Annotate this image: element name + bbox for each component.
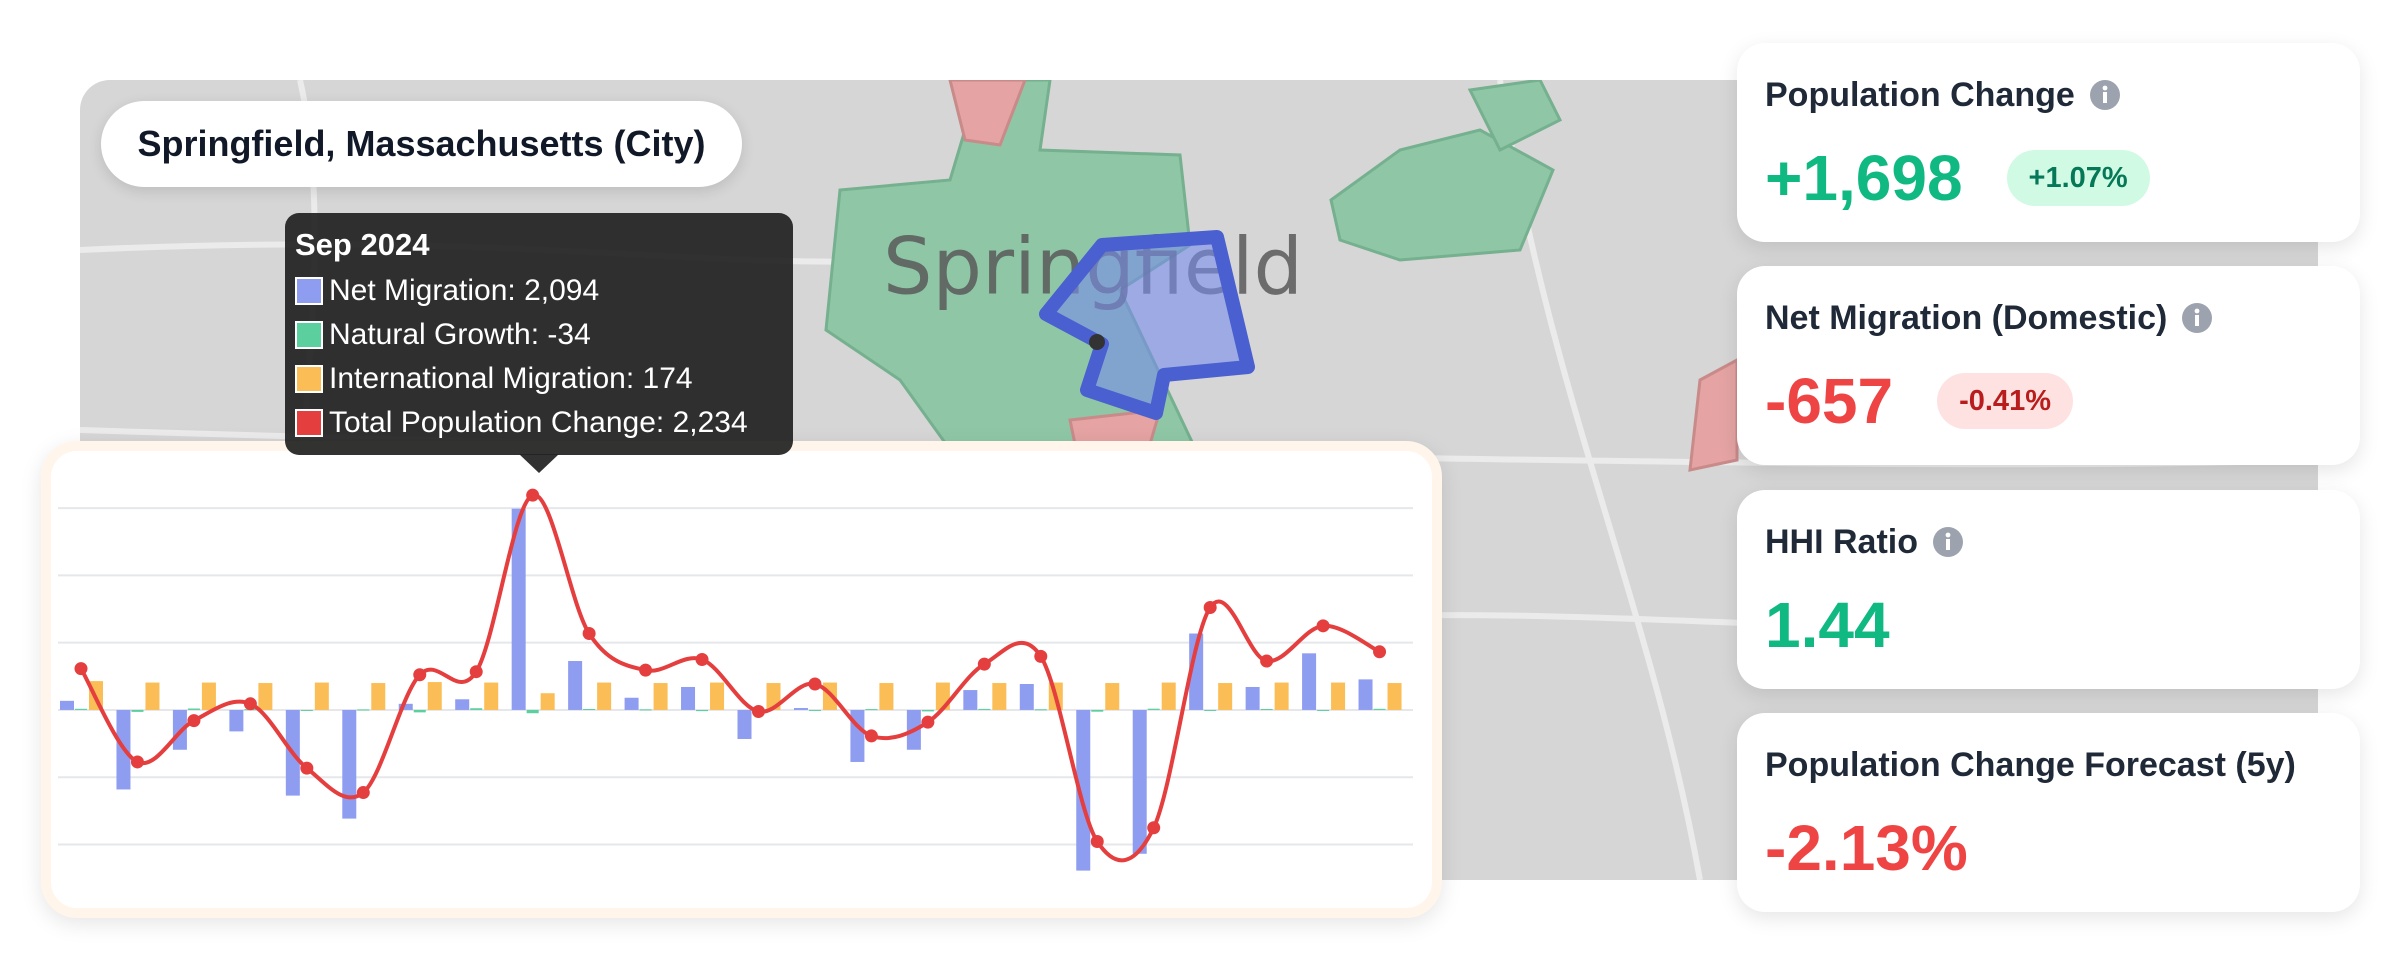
kpi-badge: -0.41% [1937, 373, 2073, 429]
kpi-row: -2.13% [1765, 808, 2332, 888]
city-marker [1089, 334, 1105, 350]
kpi-title: Net Migration (Domestic) [1765, 296, 2332, 340]
kpi-badge: +1.07% [2006, 150, 2150, 206]
kpi-row: -657 -0.41% [1765, 361, 2332, 441]
tooltip-item: Natural Growth: -34 [329, 318, 591, 351]
info-bar [2195, 315, 2200, 326]
tooltip-row: Net Migration: 2,094 [295, 269, 783, 313]
kpi-card: Net Migration (Domestic) -657 -0.41% [1737, 266, 2360, 465]
info-icon[interactable] [2181, 302, 2213, 334]
kpi-card: Population Change +1,698 +1.07% [1737, 43, 2360, 242]
tooltip-row: Natural Growth: -34 [295, 313, 783, 357]
info-icon[interactable] [2089, 79, 2121, 111]
swatch [295, 321, 323, 349]
selected-region[interactable] [1039, 230, 1255, 420]
kpi-row: +1,698 +1.07% [1765, 138, 2332, 218]
info-icon[interactable] [1932, 526, 1964, 558]
tooltip-item: Total Population Change: 2,234 [329, 406, 748, 439]
tooltip-title: Sep 2024 [295, 227, 430, 262]
kpi-title: Population Change Forecast (5y) [1765, 743, 2332, 787]
info-bar [1946, 539, 1950, 550]
kpi-card: Population Change Forecast (5y) -2.13% [1737, 713, 2360, 912]
tooltip-item: Net Migration: 2,094 [329, 274, 600, 307]
kpi-title-text: Population Change Forecast (5y) [1765, 745, 2296, 784]
kpi-value: 1.44 [1765, 589, 1890, 661]
region-red [948, 80, 1028, 147]
swatch [295, 277, 323, 305]
region-green [1329, 128, 1555, 262]
kpi-value: -657 [1765, 365, 1894, 437]
kpi-title: Population Change [1765, 73, 2332, 117]
info-dot [1945, 532, 1951, 538]
tooltip-item: International Migration: 174 [329, 362, 693, 395]
kpi-value: -2.13% [1765, 812, 1968, 884]
swatch [295, 409, 323, 437]
kpi-card: HHI Ratio 1.44 [1737, 490, 2360, 689]
kpi-value: +1,698 [1765, 142, 1963, 214]
kpi-title-text: HHI Ratio [1765, 522, 1918, 561]
region-red [1688, 357, 1739, 472]
kpi-title: HHI Ratio [1765, 520, 2332, 564]
swatch [295, 365, 323, 393]
kpi-row: 1.44 [1765, 585, 2332, 665]
info-dot [2102, 85, 2108, 91]
info-bar [2102, 92, 2107, 103]
tooltip-row: International Migration: 174 [295, 357, 783, 401]
kpi-title-text: Net Migration (Domestic) [1765, 298, 2168, 337]
tooltip: Sep 2024 Net Migration: 2,094 Natural Gro… [285, 213, 793, 473]
chart-card [41, 441, 1442, 918]
region-green [1467, 80, 1563, 153]
kpi-title-text: Population Change [1765, 75, 2075, 114]
tooltip-row: Total Population Change: 2,234 [295, 401, 783, 445]
location-title: Springfield, Massachusetts (City) [101, 101, 742, 187]
tooltip-arrow [519, 454, 559, 473]
info-dot [2194, 308, 2200, 314]
